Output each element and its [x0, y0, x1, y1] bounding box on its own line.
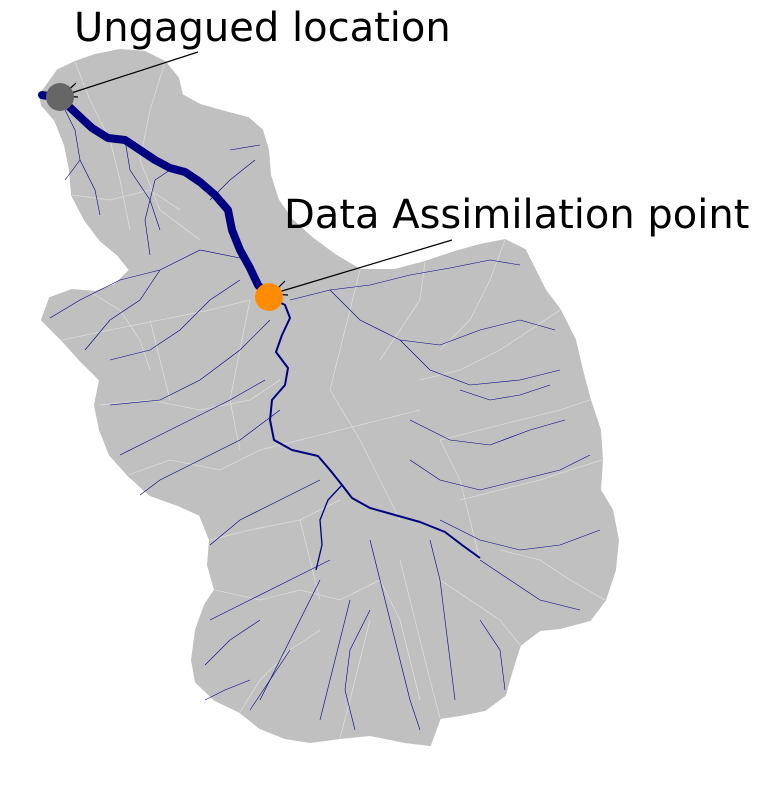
assimilation-pointer-line: [271, 239, 453, 295]
ungauged-location-label: Ungagued location: [74, 5, 451, 51]
main-river-upper: [267, 295, 481, 559]
main-river-lower: [38, 91, 272, 300]
subcatchment-boundaries: [61, 61, 606, 739]
ungauged-pointer-line: [61, 51, 199, 97]
ungauged-location-marker: [46, 83, 74, 111]
tributaries: [49, 99, 601, 731]
catchment-area: [38, 48, 620, 747]
assimilation-point-marker: [255, 283, 283, 311]
assimilation-point-label: Data Assimilation point: [284, 192, 749, 238]
main-river-branch: [315, 484, 343, 571]
